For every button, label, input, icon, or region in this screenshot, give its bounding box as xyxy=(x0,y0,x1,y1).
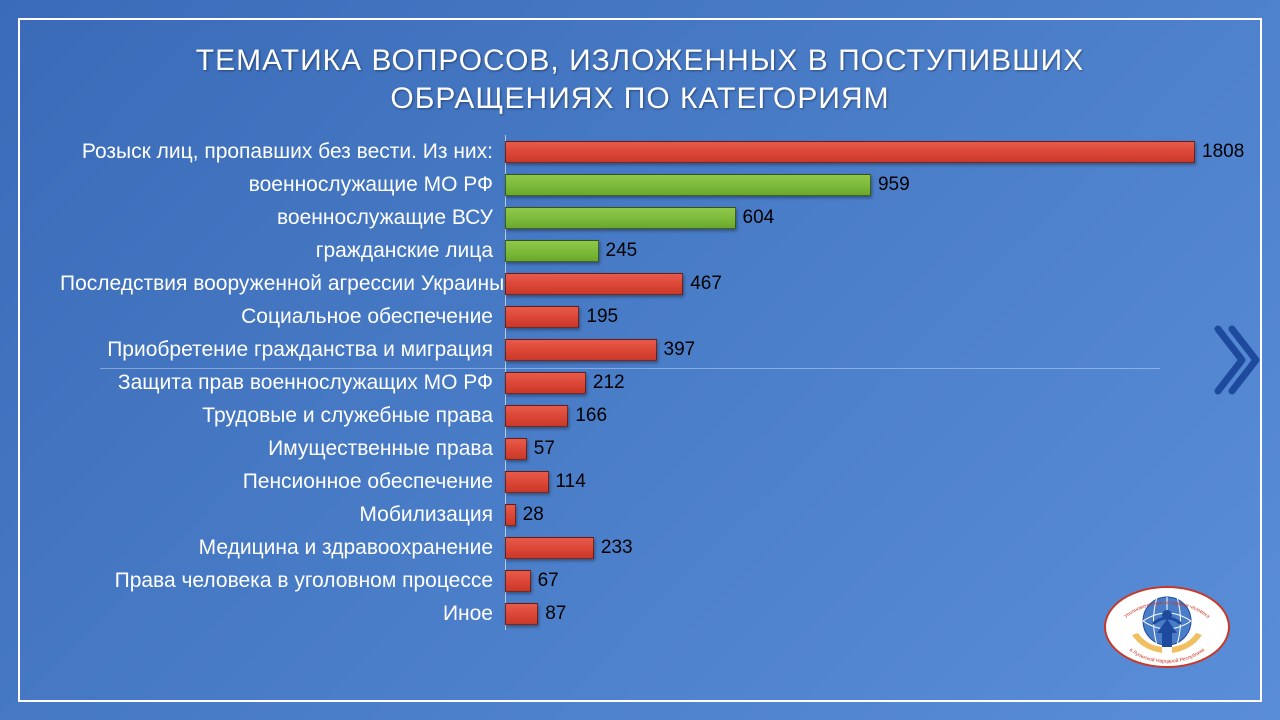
bar-label: военнослужащие ВСУ xyxy=(60,206,505,230)
bar: 67 xyxy=(505,570,531,592)
bar: 1808 xyxy=(505,141,1195,163)
bar-area: 212 xyxy=(505,366,1200,399)
bar-chart: Розыск лиц, пропавших без вести. Из них:… xyxy=(60,135,1200,630)
bar: 467 xyxy=(505,273,683,295)
bar-area: 28 xyxy=(505,498,1200,531)
chart-row: Медицина и здравоохранение233 xyxy=(60,531,1200,564)
ombudsman-logo: Уполномоченный по правам человека в Луга… xyxy=(1102,575,1232,680)
bar-label: Социальное обеспечение xyxy=(60,305,505,329)
bar: 166 xyxy=(505,405,568,427)
bar: 233 xyxy=(505,537,594,559)
bar: 212 xyxy=(505,372,586,394)
chart-row: Иное87 xyxy=(60,597,1200,630)
bar-value: 87 xyxy=(545,603,566,625)
bar-label: Мобилизация xyxy=(60,503,505,527)
bar-value: 67 xyxy=(538,570,559,592)
bar: 114 xyxy=(505,471,549,493)
bar-label: Последствия вооруженной агрессии Украины xyxy=(60,272,505,296)
bar-value: 114 xyxy=(556,471,586,493)
bar-label: Защита прав военнослужащих МО РФ xyxy=(60,371,505,395)
bar-label: Медицина и здравоохранение xyxy=(60,536,505,560)
bar-label: Права человека в уголовном процессе xyxy=(60,569,505,593)
bar: 245 xyxy=(505,240,599,262)
bar-value: 959 xyxy=(878,174,910,196)
chart-row: Права человека в уголовном процессе67 xyxy=(60,564,1200,597)
bar-label: Пенсионное обеспечение xyxy=(60,470,505,494)
title-line-2: ОБРАЩЕНИЯХ ПО КАТЕГОРИЯМ xyxy=(390,82,889,115)
bar: 87 xyxy=(505,603,538,625)
bar-area: 166 xyxy=(505,399,1200,432)
bar-value: 195 xyxy=(586,306,618,328)
bar-area: 397 xyxy=(505,333,1200,366)
bar-area: 114 xyxy=(505,465,1200,498)
chart-row: военнослужащие ВСУ604 xyxy=(60,201,1200,234)
chart-row: Мобилизация28 xyxy=(60,498,1200,531)
chart-row: военнослужащие МО РФ959 xyxy=(60,168,1200,201)
bar-area: 195 xyxy=(505,300,1200,333)
bar-area: 67 xyxy=(505,564,1200,597)
bar: 195 xyxy=(505,306,579,328)
chart-row: Последствия вооруженной агрессии Украины… xyxy=(60,267,1200,300)
bar-value: 233 xyxy=(601,537,633,559)
title-line-1: ТЕМАТИКА ВОПРОСОВ, ИЗЛОЖЕННЫХ В ПОСТУПИВ… xyxy=(196,44,1084,77)
bar-value: 467 xyxy=(690,273,722,295)
bar-area: 604 xyxy=(505,201,1200,234)
bar-area: 467 xyxy=(505,267,1200,300)
bar-value: 212 xyxy=(593,372,625,394)
bar-area: 959 xyxy=(505,168,1200,201)
chart-row: Пенсионное обеспечение114 xyxy=(60,465,1200,498)
bar-value: 245 xyxy=(606,240,638,262)
bar-value: 166 xyxy=(575,405,607,427)
bar-label: Приобретение гражданства и миграция xyxy=(60,338,505,362)
bar-label: Трудовые и служебные права xyxy=(60,404,505,428)
bar-label: Розыск лиц, пропавших без вести. Из них: xyxy=(60,140,505,164)
bar-label: Имущественные права xyxy=(60,437,505,461)
bar-value: 28 xyxy=(523,504,544,526)
chart-row: Розыск лиц, пропавших без вести. Из них:… xyxy=(60,135,1200,168)
bar-area: 233 xyxy=(505,531,1200,564)
chart-row: Приобретение гражданства и миграция397 xyxy=(60,333,1200,366)
bar-area: 1808 xyxy=(505,135,1200,168)
bar-value: 604 xyxy=(743,207,775,229)
outer-frame: ТЕМАТИКА ВОПРОСОВ, ИЗЛОЖЕННЫХ В ПОСТУПИВ… xyxy=(18,18,1262,702)
bar-area: 57 xyxy=(505,432,1200,465)
bar-value: 397 xyxy=(664,339,696,361)
bar-area: 87 xyxy=(505,597,1200,630)
bar-value: 1808 xyxy=(1202,141,1244,163)
chart-row: Социальное обеспечение195 xyxy=(60,300,1200,333)
chart-row: гражданские лица245 xyxy=(60,234,1200,267)
bar: 57 xyxy=(505,438,527,460)
bar: 959 xyxy=(505,174,871,196)
bar-area: 245 xyxy=(505,234,1200,267)
chart-row: Защита прав военнослужащих МО РФ212 xyxy=(60,366,1200,399)
bar: 28 xyxy=(505,504,516,526)
chart-row: Трудовые и служебные права166 xyxy=(60,399,1200,432)
bar-value: 57 xyxy=(534,438,555,460)
chart-title: ТЕМАТИКА ВОПРОСОВ, ИЗЛОЖЕННЫХ В ПОСТУПИВ… xyxy=(20,20,1260,135)
bar-label: военнослужащие МО РФ xyxy=(60,173,505,197)
bar-label: Иное xyxy=(60,602,505,626)
bar-label: гражданские лица xyxy=(60,239,505,263)
bar: 604 xyxy=(505,207,736,229)
bar: 397 xyxy=(505,339,657,361)
chart-row: Имущественные права57 xyxy=(60,432,1200,465)
next-arrow-icon[interactable] xyxy=(1214,325,1260,395)
